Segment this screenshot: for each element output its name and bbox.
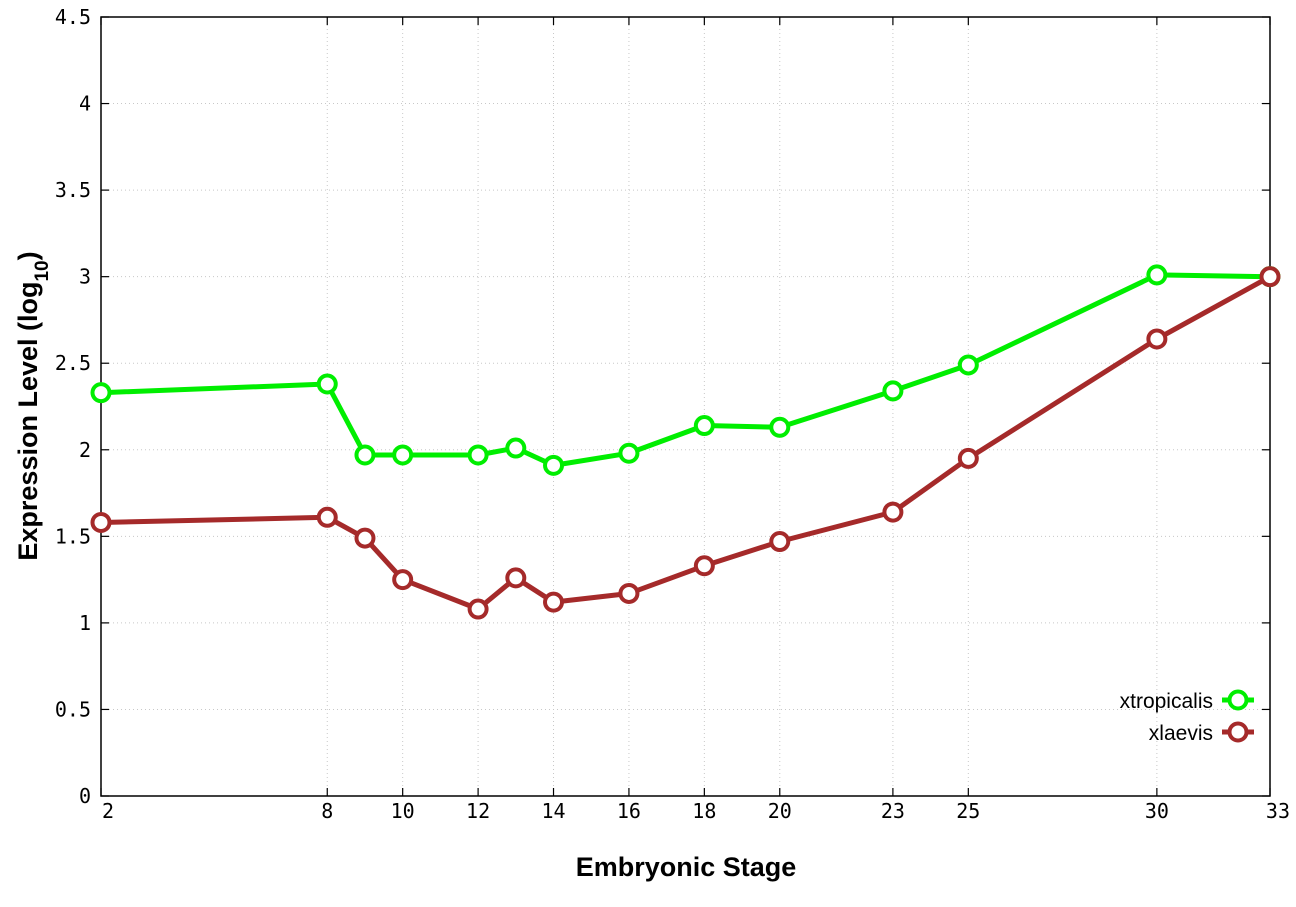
y-tick-label: 0 [79,784,91,808]
x-axis-title: Embryonic Stage [576,852,797,882]
x-tick-label: 2 [102,799,114,823]
series-layer [90,264,1281,620]
x-tick-label: 16 [617,799,641,823]
data-point-xlaevis [505,567,527,589]
legend: xtropicalis xlaevis [1120,689,1254,745]
legend-marker-xlaevis [1227,721,1249,743]
data-point-xlaevis [354,527,376,549]
data-point-xlaevis [467,598,489,620]
x-tick-label: 8 [321,799,333,823]
x-tick-label: 14 [541,799,565,823]
data-point-xlaevis [316,506,338,528]
axis-ticks: 0 0.5 1 1.5 2 2.5 3 3.5 4 4.5 2 8 10 12 14 16 18 20 23 25 30… [55,5,1290,823]
y-tick-label: 3.5 [55,178,91,202]
y-axis-title: Expression Level (log10) [13,251,53,560]
legend-label-xlaevis: xlaevis [1149,722,1213,745]
data-point-xlaevis [769,531,791,553]
y-tick-label: 1 [79,611,91,635]
data-point-xlaevis [1259,266,1281,288]
x-tick-label: 30 [1145,799,1169,823]
data-point-xtropicalis [354,444,376,466]
x-tick-label: 20 [768,799,792,823]
y-tick-label: 4 [79,92,91,116]
data-point-xtropicalis [769,416,791,438]
grid-lines [101,17,1270,796]
y-tick-label: 1.5 [55,524,91,548]
data-point-xlaevis [90,511,112,533]
data-point-xtropicalis [505,437,527,459]
data-point-xlaevis [693,555,715,577]
data-point-xtropicalis [957,354,979,376]
data-point-xtropicalis [543,454,565,476]
data-point-xlaevis [392,569,414,591]
y-axis-title-subscript: 10 [32,260,53,281]
data-point-xtropicalis [316,373,338,395]
x-tick-label: 25 [956,799,980,823]
x-tick-label: 12 [466,799,490,823]
data-point-xtropicalis [882,380,904,402]
x-tick-label: 33 [1266,799,1290,823]
data-point-xtropicalis [1146,264,1168,286]
data-point-xlaevis [618,582,640,604]
plot-frame [100,16,1271,797]
series-line-xtropicalis [98,272,1273,468]
legend-marker-xtropicalis [1227,689,1249,711]
data-point-xtropicalis [618,442,640,464]
y-axis-title-close: ) [13,251,43,260]
data-point-xtropicalis [693,415,715,437]
legend-label-xtropicalis: xtropicalis [1120,690,1213,713]
y-tick-label: 2 [79,438,91,462]
data-point-xtropicalis [392,444,414,466]
series-line-xlaevis [98,274,1273,612]
data-point-xlaevis [543,591,565,613]
series-xlaevis [90,266,1281,620]
y-tick-label: 4.5 [55,5,91,29]
x-tick-label: 23 [881,799,905,823]
data-point-xlaevis [882,501,904,523]
x-tick-label: 18 [692,799,716,823]
y-axis-title-main: Expression Level (log [13,282,43,561]
series-xtropicalis [90,264,1281,476]
x-tick-label: 10 [391,799,415,823]
data-point-xlaevis [957,447,979,469]
data-point-xtropicalis [90,382,112,404]
y-tick-label: 0.5 [55,697,91,721]
y-tick-label: 2.5 [55,351,91,375]
y-tick-label: 3 [79,265,91,289]
data-point-xlaevis [1146,328,1168,350]
data-point-xtropicalis [467,444,489,466]
